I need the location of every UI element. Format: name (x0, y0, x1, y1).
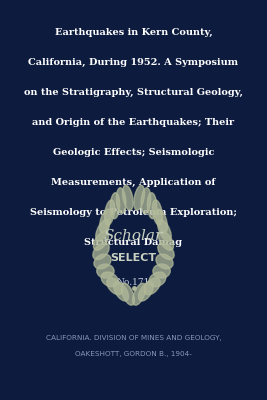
Ellipse shape (107, 278, 123, 295)
Ellipse shape (121, 283, 135, 305)
Text: Geologic Effects; Seismologic: Geologic Effects; Seismologic (53, 148, 214, 157)
Text: No.171: No.171 (117, 278, 150, 287)
Text: Earthquakes in Kern County,: Earthquakes in Kern County, (55, 28, 212, 37)
Ellipse shape (156, 209, 167, 233)
Text: California, During 1952. A Symposium: California, During 1952. A Symposium (29, 58, 238, 67)
Ellipse shape (153, 264, 170, 278)
Text: SELECT: SELECT (111, 253, 156, 263)
Text: Seismology to Petroleum Exploration;: Seismology to Petroleum Exploration; (30, 208, 237, 217)
Ellipse shape (134, 185, 144, 210)
Text: and Origin of the Earthquakes; Their: and Origin of the Earthquakes; Their (32, 118, 235, 127)
Ellipse shape (156, 254, 173, 269)
Text: OAKESHOTT, GORDON B., 1904-: OAKESHOTT, GORDON B., 1904- (75, 351, 192, 357)
Ellipse shape (96, 220, 109, 241)
Ellipse shape (100, 209, 111, 233)
Ellipse shape (93, 243, 109, 260)
Ellipse shape (93, 231, 109, 250)
Ellipse shape (158, 243, 174, 260)
Text: on the Stratigraphy, Structural Geology,: on the Stratigraphy, Structural Geology, (24, 88, 243, 97)
Ellipse shape (144, 278, 160, 295)
Text: Scholar: Scholar (104, 229, 163, 243)
Ellipse shape (104, 200, 115, 225)
Ellipse shape (158, 231, 174, 250)
Ellipse shape (158, 220, 171, 241)
Ellipse shape (147, 193, 157, 219)
Ellipse shape (101, 272, 118, 287)
Ellipse shape (97, 264, 114, 278)
Ellipse shape (116, 188, 126, 214)
Ellipse shape (110, 193, 120, 219)
Ellipse shape (94, 254, 111, 269)
Ellipse shape (149, 272, 166, 287)
Text: Measurements, Application of: Measurements, Application of (51, 178, 216, 187)
Ellipse shape (123, 185, 133, 210)
Text: CALIFORNIA. DIVISION OF MINES AND GEOLOGY,: CALIFORNIA. DIVISION OF MINES AND GEOLOG… (46, 335, 221, 341)
Ellipse shape (139, 282, 153, 301)
Ellipse shape (152, 200, 163, 225)
Ellipse shape (132, 283, 146, 305)
Ellipse shape (114, 282, 128, 301)
Text: Structural Damag: Structural Damag (84, 238, 183, 247)
Ellipse shape (141, 188, 151, 214)
